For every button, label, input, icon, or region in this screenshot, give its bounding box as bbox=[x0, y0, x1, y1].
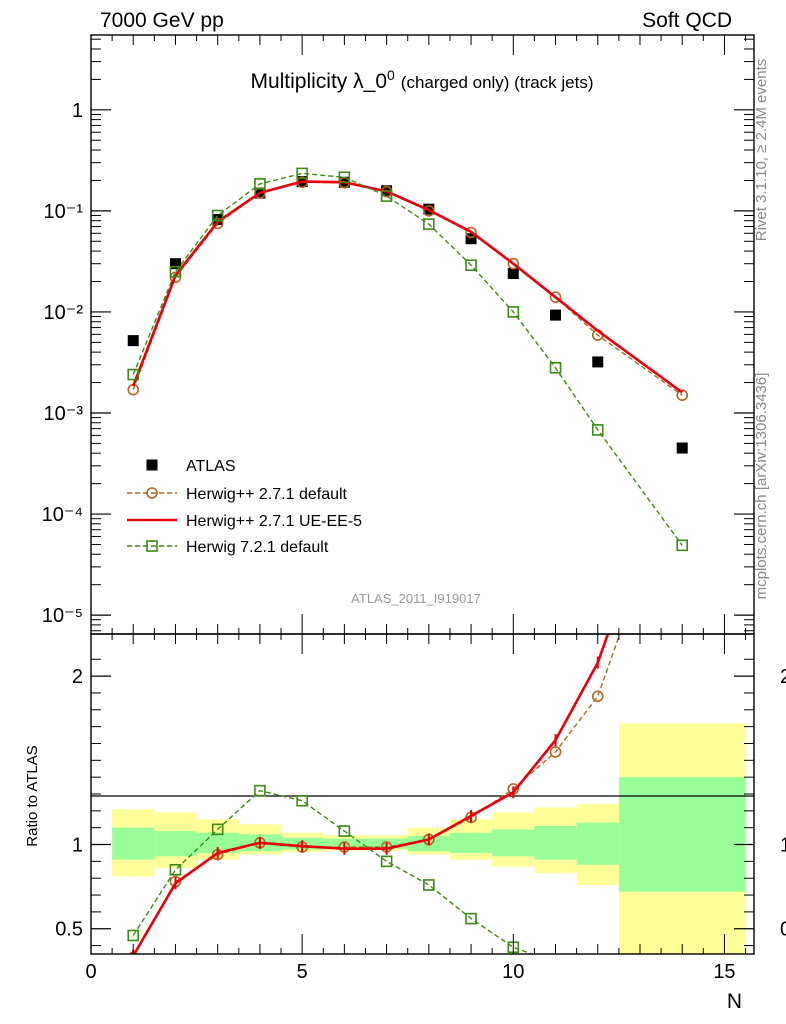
data-point-0 bbox=[550, 309, 562, 321]
ratio-point-2 bbox=[338, 825, 351, 837]
data-point-3 bbox=[676, 539, 689, 552]
data-point-1 bbox=[465, 226, 477, 239]
data-point-1 bbox=[549, 291, 562, 303]
y-tick-label: 10⁻⁴ bbox=[42, 504, 83, 526]
ratio-point-2 bbox=[296, 794, 308, 807]
ratio-point-2 bbox=[593, 973, 603, 983]
data-point-0 bbox=[465, 233, 477, 245]
ratio-line-2 bbox=[132, 789, 535, 954]
ratio-point-2 bbox=[169, 863, 182, 876]
rivet-label: Rivet 3.1.10, ≥ 2.4M events bbox=[753, 59, 770, 242]
x-tick-label: 10 bbox=[502, 961, 524, 983]
x-axis-label: N bbox=[727, 990, 742, 1013]
uncertainty-band-inner bbox=[112, 827, 155, 860]
data-point-3 bbox=[380, 190, 393, 202]
ratio-y-tick-label: 0.5 bbox=[780, 919, 786, 941]
x-tick-label: 0 bbox=[85, 961, 96, 983]
legend: ATLAS Herwig++ 2.7.1 default Herwig++ 2.7.… bbox=[127, 458, 362, 556]
ratio-point-2 bbox=[380, 855, 393, 868]
uncertainty-band-inner bbox=[154, 831, 197, 857]
x-tick-label: 15 bbox=[713, 961, 735, 983]
y-tick-label: 10⁻¹ bbox=[44, 201, 84, 223]
ratio-point-2 bbox=[254, 784, 266, 797]
ratio-point-2 bbox=[211, 823, 224, 836]
ratio-point-2 bbox=[677, 989, 687, 999]
data-point-3 bbox=[591, 424, 604, 436]
data-point-3 bbox=[169, 265, 182, 278]
data-point-0 bbox=[592, 356, 604, 368]
data-point-1 bbox=[676, 389, 689, 401]
legend-marker bbox=[146, 540, 158, 552]
legend-marker bbox=[146, 487, 158, 499]
legend-label: Herwig++ 2.7.1 UE-EE-5 bbox=[186, 513, 362, 530]
plot-title: Multiplicity λ_00 (charged only) (track j… bbox=[250, 67, 593, 93]
data-point-0 bbox=[169, 258, 181, 270]
ratio-point-2 bbox=[127, 929, 140, 942]
mcplots-label: mcplots.cern.ch [arXiv:1306.3436] bbox=[753, 373, 770, 600]
y-tick-label: 10⁻⁵ bbox=[42, 605, 83, 627]
header-right: Soft QCD bbox=[642, 9, 732, 32]
series-line-3 bbox=[132, 172, 683, 546]
uncertainty-band-inner bbox=[534, 826, 577, 860]
ratio-y-tick-label: 1 bbox=[780, 835, 786, 857]
x-tick-label: 5 bbox=[297, 961, 308, 983]
uncertainty-band-inner bbox=[576, 822, 619, 865]
legend-label: ATLAS bbox=[186, 458, 236, 475]
ratio-point-0 bbox=[677, 452, 687, 462]
ratio-y-tick-label: 0.5 bbox=[55, 919, 83, 941]
data-point-1 bbox=[507, 257, 520, 270]
data-point-3 bbox=[465, 259, 477, 272]
legend-marker bbox=[146, 459, 158, 471]
data-point-3 bbox=[338, 171, 351, 184]
y-tick-label: 1 bbox=[72, 100, 83, 122]
ratio-point-2 bbox=[423, 879, 435, 891]
ratio-point-0 bbox=[549, 746, 562, 758]
data-point-0 bbox=[212, 214, 224, 226]
ratio-y-tick-label: 2 bbox=[780, 666, 786, 688]
y-tick-label: 10⁻³ bbox=[44, 403, 84, 425]
analysis-id: ATLAS_2011_I919017 bbox=[351, 591, 481, 606]
uncertainty-band-inner bbox=[618, 777, 746, 892]
uncertainty-band-inner bbox=[449, 832, 493, 853]
legend-label: Herwig++ 2.7.1 default bbox=[186, 486, 348, 503]
ratio-point-2 bbox=[465, 912, 477, 925]
data-point-3 bbox=[423, 218, 435, 230]
uncertainty-band-inner bbox=[492, 829, 535, 857]
data-point-3 bbox=[549, 361, 562, 374]
data-point-0 bbox=[676, 442, 688, 454]
ratio-y-tick-label: 1 bbox=[72, 835, 83, 857]
uncertainty-band-inner bbox=[196, 832, 239, 853]
ratio-y-tick-label: 2 bbox=[72, 666, 83, 688]
data-point-0 bbox=[127, 335, 139, 347]
data-point-1 bbox=[423, 205, 435, 217]
y-tick-label: 10⁻² bbox=[44, 302, 84, 324]
ratio-point-0 bbox=[591, 690, 604, 703]
data-point-3 bbox=[507, 306, 520, 318]
data-point-3 bbox=[296, 167, 308, 180]
legend-label: Herwig 7.2.1 default bbox=[186, 539, 329, 556]
data-point-3 bbox=[127, 368, 140, 381]
data-point-3 bbox=[254, 178, 266, 190]
data-point-3 bbox=[211, 209, 224, 222]
data-point-0 bbox=[507, 268, 519, 280]
ratio-point-2 bbox=[551, 957, 561, 967]
header-left: 7000 GeV pp bbox=[100, 9, 224, 32]
ratio-ylabel: Ratio to ATLAS bbox=[24, 745, 41, 846]
data-point-1 bbox=[211, 217, 224, 230]
